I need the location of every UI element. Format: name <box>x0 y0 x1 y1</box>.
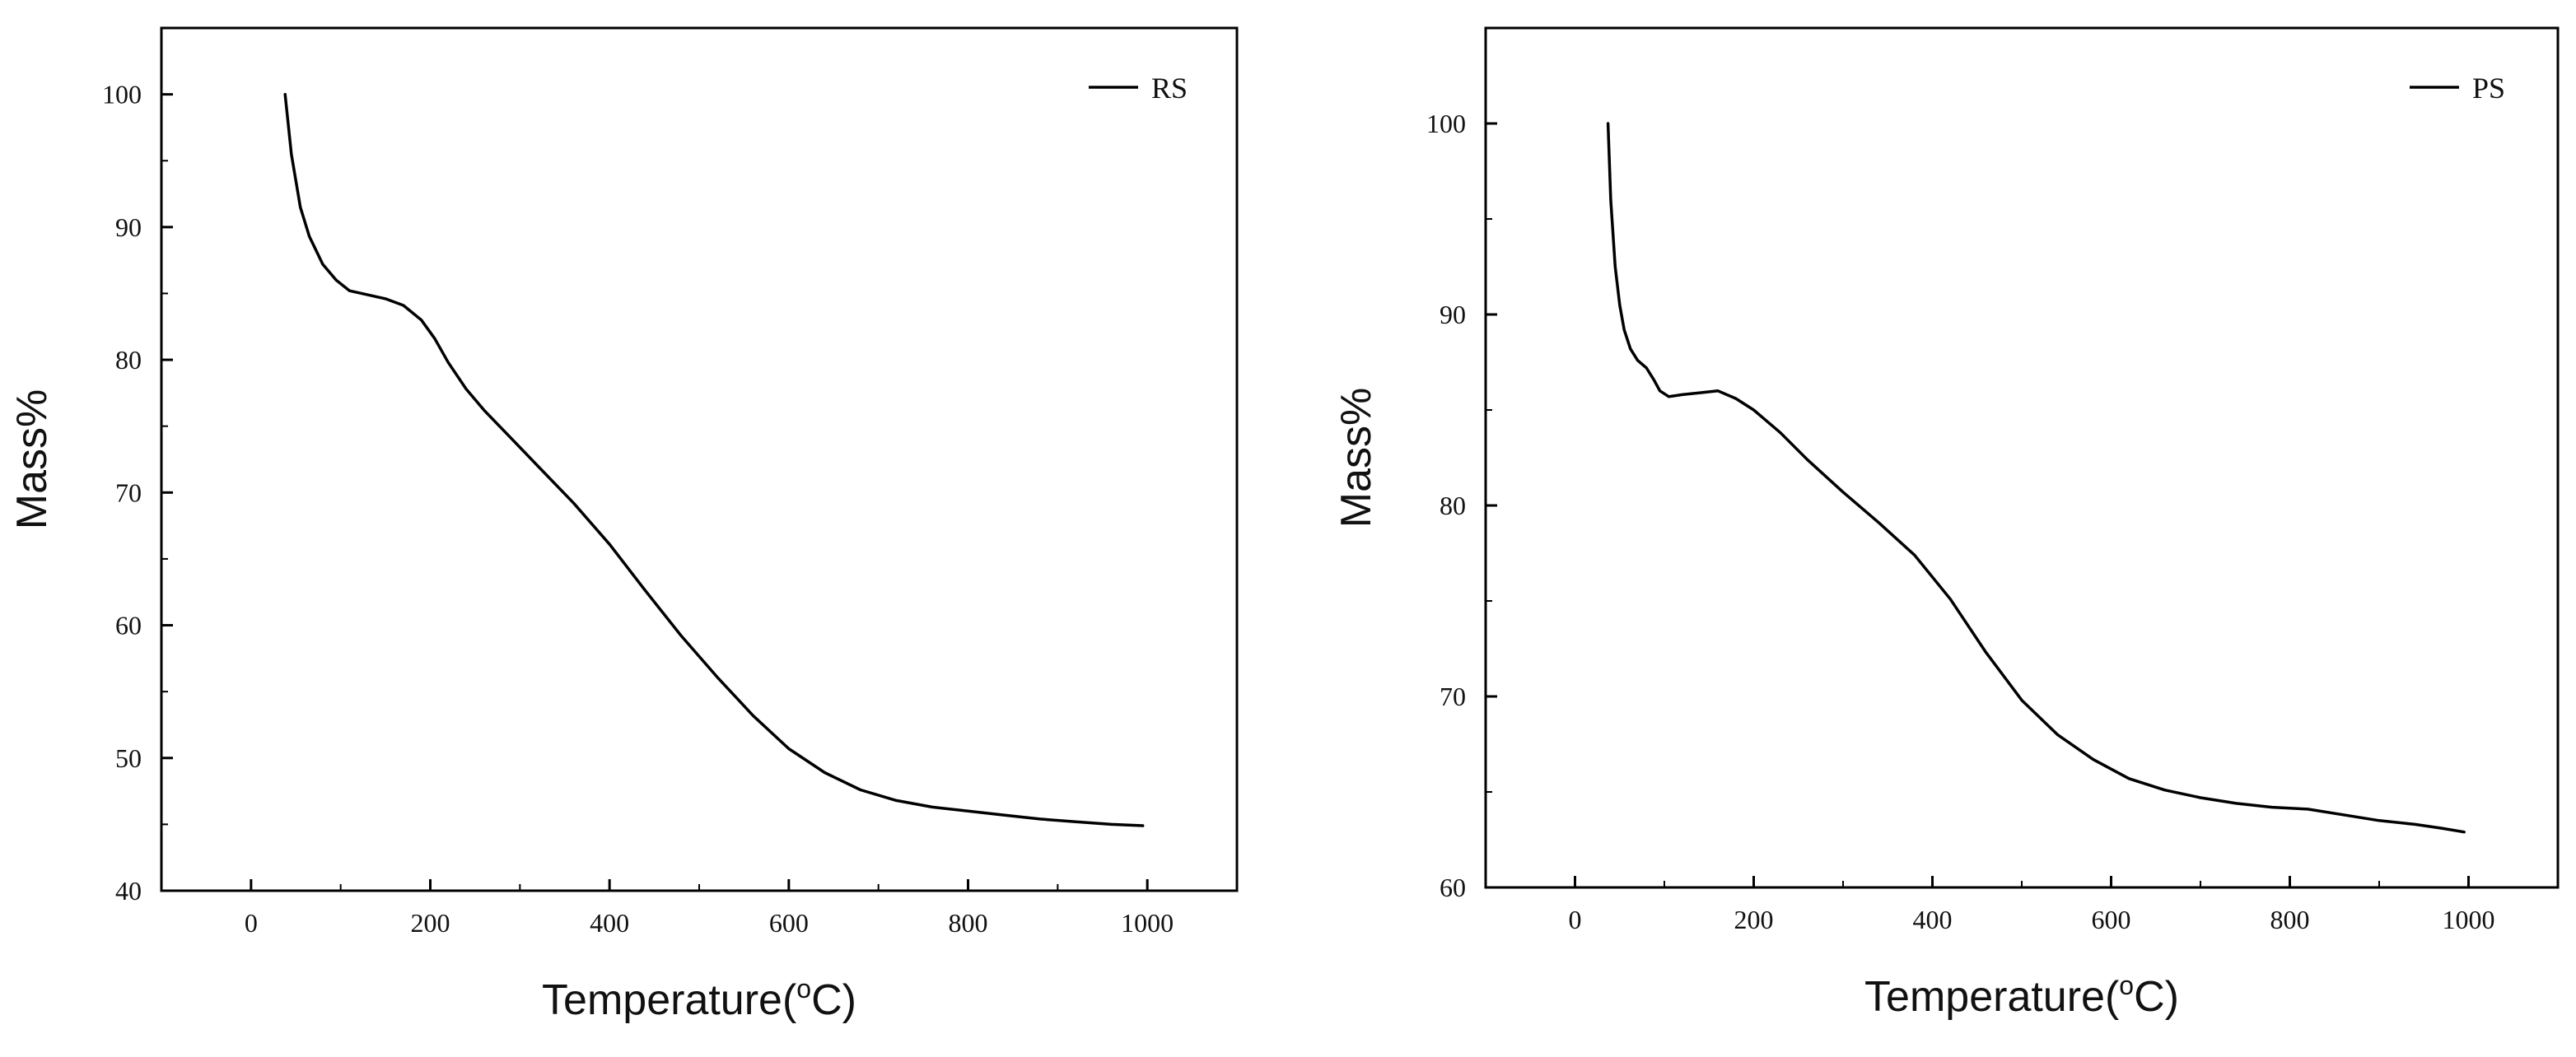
x-tick-label: 200 <box>1734 905 1774 934</box>
y-tick-label: 90 <box>115 212 142 242</box>
x-axis-title-main: Temperature( <box>1864 973 2120 1021</box>
y-tick-label: 50 <box>115 743 142 773</box>
x-tick-label: 400 <box>590 908 629 938</box>
y-tick-label: 40 <box>115 876 142 906</box>
x-axis-title-unit: C) <box>811 976 856 1024</box>
x-tick-label: 1000 <box>1121 908 1174 938</box>
chart-panel-2: 0 200 400 600 800 1000 60 70 80 90 100 PS Mass% Tempe… <box>1332 26 2560 1021</box>
y-tick-label: 70 <box>115 477 142 507</box>
x-tick-label: 0 <box>245 908 258 938</box>
x-axis-title: Temperature(oC) <box>542 974 856 1024</box>
x-tick-label: 400 <box>1913 905 1953 934</box>
plot-frame <box>160 26 1239 892</box>
x-tick-label: 800 <box>2270 905 2310 934</box>
x-tick-label: 600 <box>2092 905 2131 934</box>
y-tick-label: 90 <box>1440 300 1466 329</box>
x-tick-label: 800 <box>949 908 988 938</box>
y-tick-label: 100 <box>1426 109 1466 138</box>
x-tick-label: 200 <box>411 908 450 938</box>
y-axis-title: Mass% <box>8 389 56 529</box>
y-axis-title: Mass% <box>1332 388 1380 528</box>
series-line-ps <box>1606 122 2466 834</box>
y-tick-label: 80 <box>1440 491 1466 520</box>
y-tick-label: 60 <box>115 611 142 640</box>
plot-frame <box>1484 26 2560 889</box>
series-line-rs <box>283 92 1145 827</box>
x-tick-label: 0 <box>1569 905 1582 934</box>
y-tick-label: 100 <box>102 80 142 109</box>
y-tick-label: 60 <box>1440 873 1466 902</box>
x-axis-title-unit: C) <box>2134 973 2179 1021</box>
chart-panel-1: 0 200 400 600 800 1000 40 50 60 70 80 90 100 RS Mass% T… <box>8 26 1239 1024</box>
x-axis-title-main: Temperature( <box>542 976 797 1024</box>
degree-superscript: o <box>2119 971 2134 1000</box>
x-axis-title: Temperature(oC) <box>1864 971 2179 1021</box>
degree-superscript: o <box>796 974 811 1003</box>
legend-label: PS <box>2472 72 2505 105</box>
x-tick-label: 1000 <box>2443 905 2495 934</box>
legend-label: RS <box>1151 72 1188 105</box>
x-tick-label: 600 <box>769 908 809 938</box>
y-tick-label: 80 <box>115 345 142 375</box>
y-tick-label: 70 <box>1440 682 1466 711</box>
